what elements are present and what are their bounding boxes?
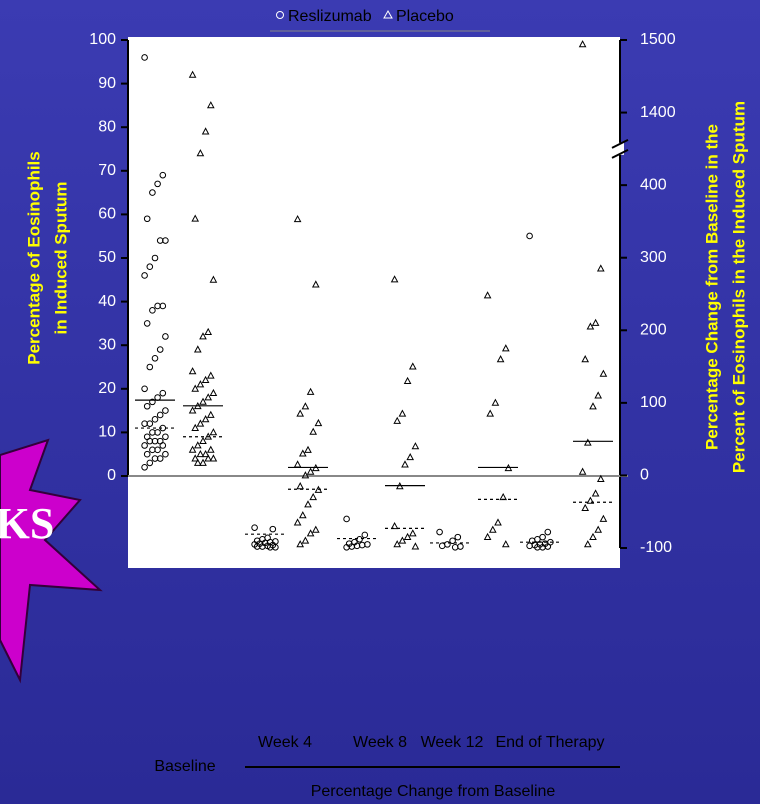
legend-label: Reslizumab xyxy=(288,8,372,25)
y-tick-label: 0 xyxy=(107,467,116,484)
y-tick-label: 40 xyxy=(98,293,116,310)
plot-area xyxy=(128,37,620,568)
y2-axis-title: Percentage Change from Baseline in the xyxy=(702,124,721,450)
y-axis-title: in Induced Sputum xyxy=(51,182,70,335)
star-text: KS xyxy=(0,499,54,548)
x-category-label: Week 12 xyxy=(421,734,484,751)
y2-tick-label: -100 xyxy=(640,539,672,556)
y2-tick-label: 1500 xyxy=(640,31,676,48)
y-axis-title: Percentage of Eosinophils xyxy=(24,151,43,365)
slide: KS 0 10 20 30 40 50 60 70 80 90 100 -100 0 100 200 300 4… xyxy=(0,0,760,804)
x-category-label: Baseline xyxy=(154,758,215,775)
y-tick-label: 80 xyxy=(98,118,116,135)
y-tick-label: 10 xyxy=(98,424,116,441)
y-tick-label: 30 xyxy=(98,336,116,353)
y-tick-label: 60 xyxy=(98,206,116,223)
x-category-label: End of Therapy xyxy=(495,734,604,751)
x-category-label: Week 8 xyxy=(353,734,407,751)
x-axis-title: Percentage Change from Baseline xyxy=(311,783,556,800)
y-tick-label: 50 xyxy=(98,249,116,266)
legend-label: Placebo xyxy=(396,8,454,25)
y2-axis-title: Percent of Eosinophils in the Induced Sp… xyxy=(729,101,748,473)
y-tick-label: 90 xyxy=(98,75,116,92)
y2-tick-label: 0 xyxy=(640,467,649,484)
x-category-label: Week 4 xyxy=(258,734,312,751)
y-tick-label: 70 xyxy=(98,162,116,179)
y-tick-label: 100 xyxy=(89,31,116,48)
y-tick-label: 20 xyxy=(98,380,116,397)
y2-tick-label: 100 xyxy=(640,394,667,411)
y2-tick-label: 200 xyxy=(640,322,667,339)
y2-tick-label: 400 xyxy=(640,176,667,193)
y2-tick-label: 300 xyxy=(640,249,667,266)
y2-tick-label: 1400 xyxy=(640,104,676,121)
